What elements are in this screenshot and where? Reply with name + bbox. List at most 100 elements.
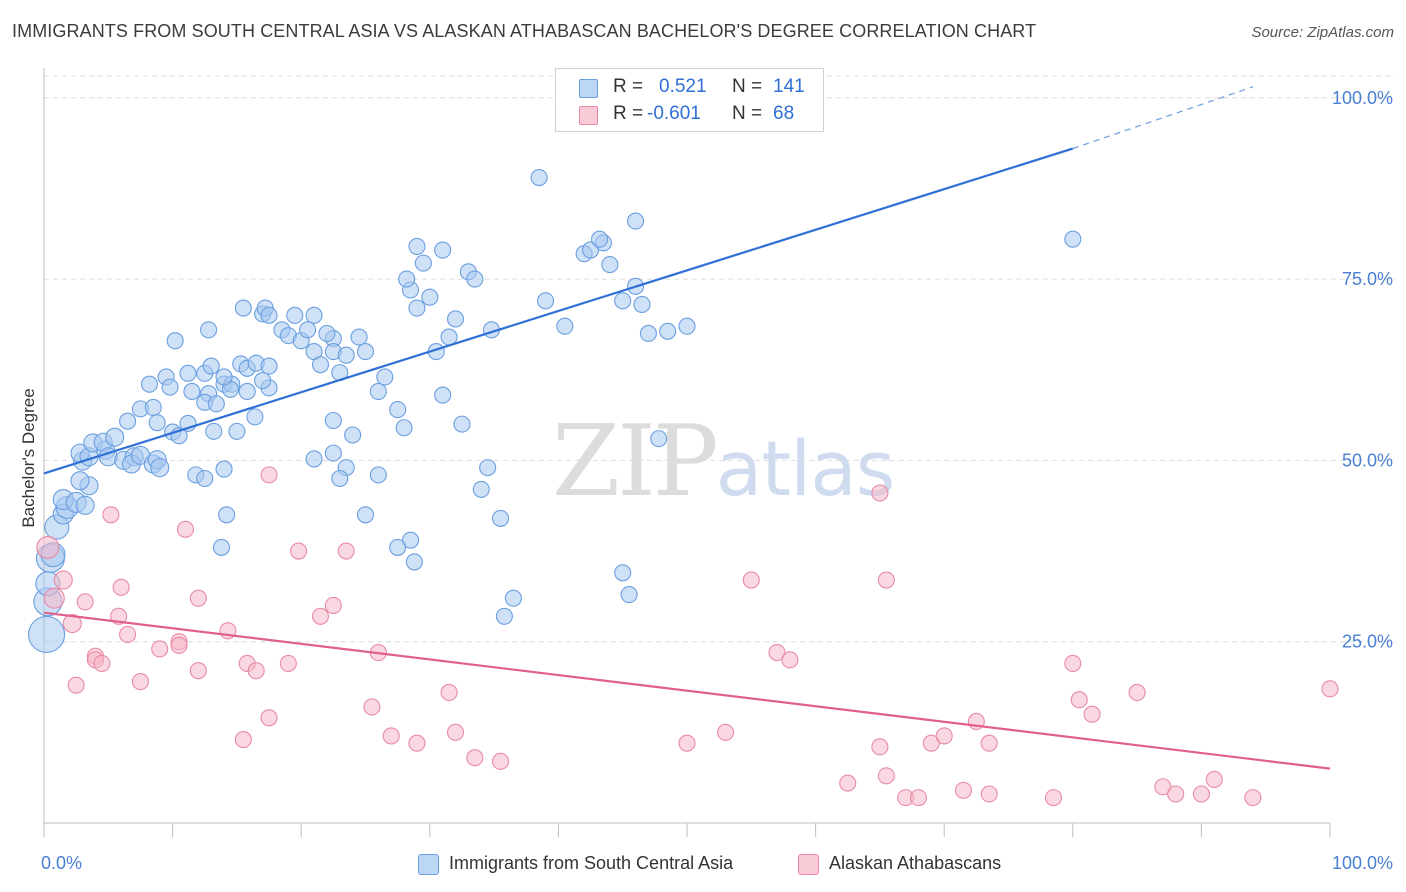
trend-lines [43, 86, 1331, 770]
point-blue [260, 306, 278, 324]
point-pink [102, 506, 120, 524]
point-blue [479, 459, 497, 477]
point-blue [678, 317, 696, 335]
point-pink [877, 571, 895, 589]
legend-n-label: N = [732, 103, 763, 124]
point-pink [279, 654, 297, 672]
point-blue [530, 168, 548, 187]
point-blue [614, 564, 632, 582]
point-blue [405, 553, 423, 571]
point-blue [246, 408, 264, 426]
legend-swatch-pink [579, 106, 598, 125]
point-blue [200, 321, 218, 339]
point-blue [401, 531, 420, 549]
point-blue [633, 295, 651, 314]
point-pink [1192, 785, 1210, 803]
point-blue [166, 332, 184, 350]
point-pink [1321, 680, 1339, 698]
legend-n-value: 141 [773, 76, 805, 97]
legend-swatch-blue [579, 79, 598, 98]
point-blue [324, 411, 342, 430]
point-blue [205, 422, 223, 440]
watermark-atlas: atlas [715, 424, 896, 513]
point-pink [76, 593, 94, 611]
y-tick-label: 25.0% [1342, 632, 1393, 652]
trend-line-pink [43, 611, 1331, 770]
point-pink [768, 644, 786, 662]
point-blue [389, 401, 407, 419]
point-pink [93, 654, 111, 672]
point-pink [922, 734, 940, 752]
point-pink [980, 785, 998, 803]
point-pink [234, 731, 252, 749]
point-pink [466, 749, 484, 767]
point-blue [601, 256, 619, 274]
y-tick-label: 100.0% [1332, 88, 1393, 108]
point-pink [247, 662, 265, 680]
point-blue [144, 398, 162, 416]
point-pink [742, 571, 760, 589]
point-blue [556, 317, 574, 335]
point-blue [215, 368, 233, 386]
point-blue [614, 292, 632, 310]
x-tick-label: 100.0% [1332, 853, 1393, 873]
point-blue [254, 372, 272, 390]
point-blue [228, 422, 246, 440]
point-blue [421, 288, 439, 306]
point-pink [53, 570, 73, 590]
point-blue [453, 415, 471, 433]
point-pink [1128, 683, 1146, 702]
point-pink [446, 723, 465, 741]
point-blue [376, 368, 394, 386]
point-blue [183, 382, 201, 401]
series-swatch-pink [798, 854, 819, 875]
y-axis-title: Bachelor's Degree [19, 388, 38, 527]
source-credit: Source: ZipAtlas.com [1251, 24, 1394, 41]
point-blue [434, 386, 452, 404]
point-blue [591, 230, 609, 248]
point-blue [650, 430, 668, 448]
legend-r-value: -0.601 [647, 103, 701, 124]
point-blue [356, 506, 375, 524]
point-pink [1083, 705, 1101, 723]
point-blue [305, 306, 323, 324]
point-pink [324, 596, 342, 614]
point-blue [414, 254, 432, 272]
point-pink [112, 578, 130, 596]
point-blue [179, 364, 197, 382]
point-pink [260, 709, 278, 727]
series-swatch-blue [418, 854, 439, 875]
point-pink [980, 734, 998, 752]
point-pink [877, 767, 895, 785]
point-blue [369, 466, 387, 484]
point-pink [491, 752, 510, 770]
point-pink [1070, 691, 1088, 709]
point-blue [28, 615, 66, 653]
point-blue [234, 299, 252, 317]
point-pink [151, 640, 169, 658]
point-blue [434, 241, 452, 259]
legend-r-value: 0.521 [659, 76, 707, 97]
point-blue [504, 589, 522, 607]
point-pink [1244, 789, 1262, 807]
point-blue [305, 450, 323, 468]
watermark: ZIPatlas [552, 405, 896, 519]
point-blue [350, 328, 368, 346]
point-blue [318, 324, 336, 343]
point-pink [935, 727, 953, 745]
point-pink [1205, 770, 1223, 789]
point-blue [356, 343, 375, 361]
point-blue [70, 471, 90, 491]
point-blue [472, 480, 490, 498]
point-pink [871, 738, 889, 756]
y-tick-label: 75.0% [1342, 269, 1393, 289]
point-pink [839, 774, 857, 792]
point-blue [311, 356, 330, 374]
point-pink [408, 734, 426, 752]
point-blue [202, 357, 220, 375]
point-blue [659, 322, 677, 340]
point-pink [909, 789, 928, 807]
point-pink [170, 636, 188, 654]
legend-n-label: N = [732, 76, 763, 97]
